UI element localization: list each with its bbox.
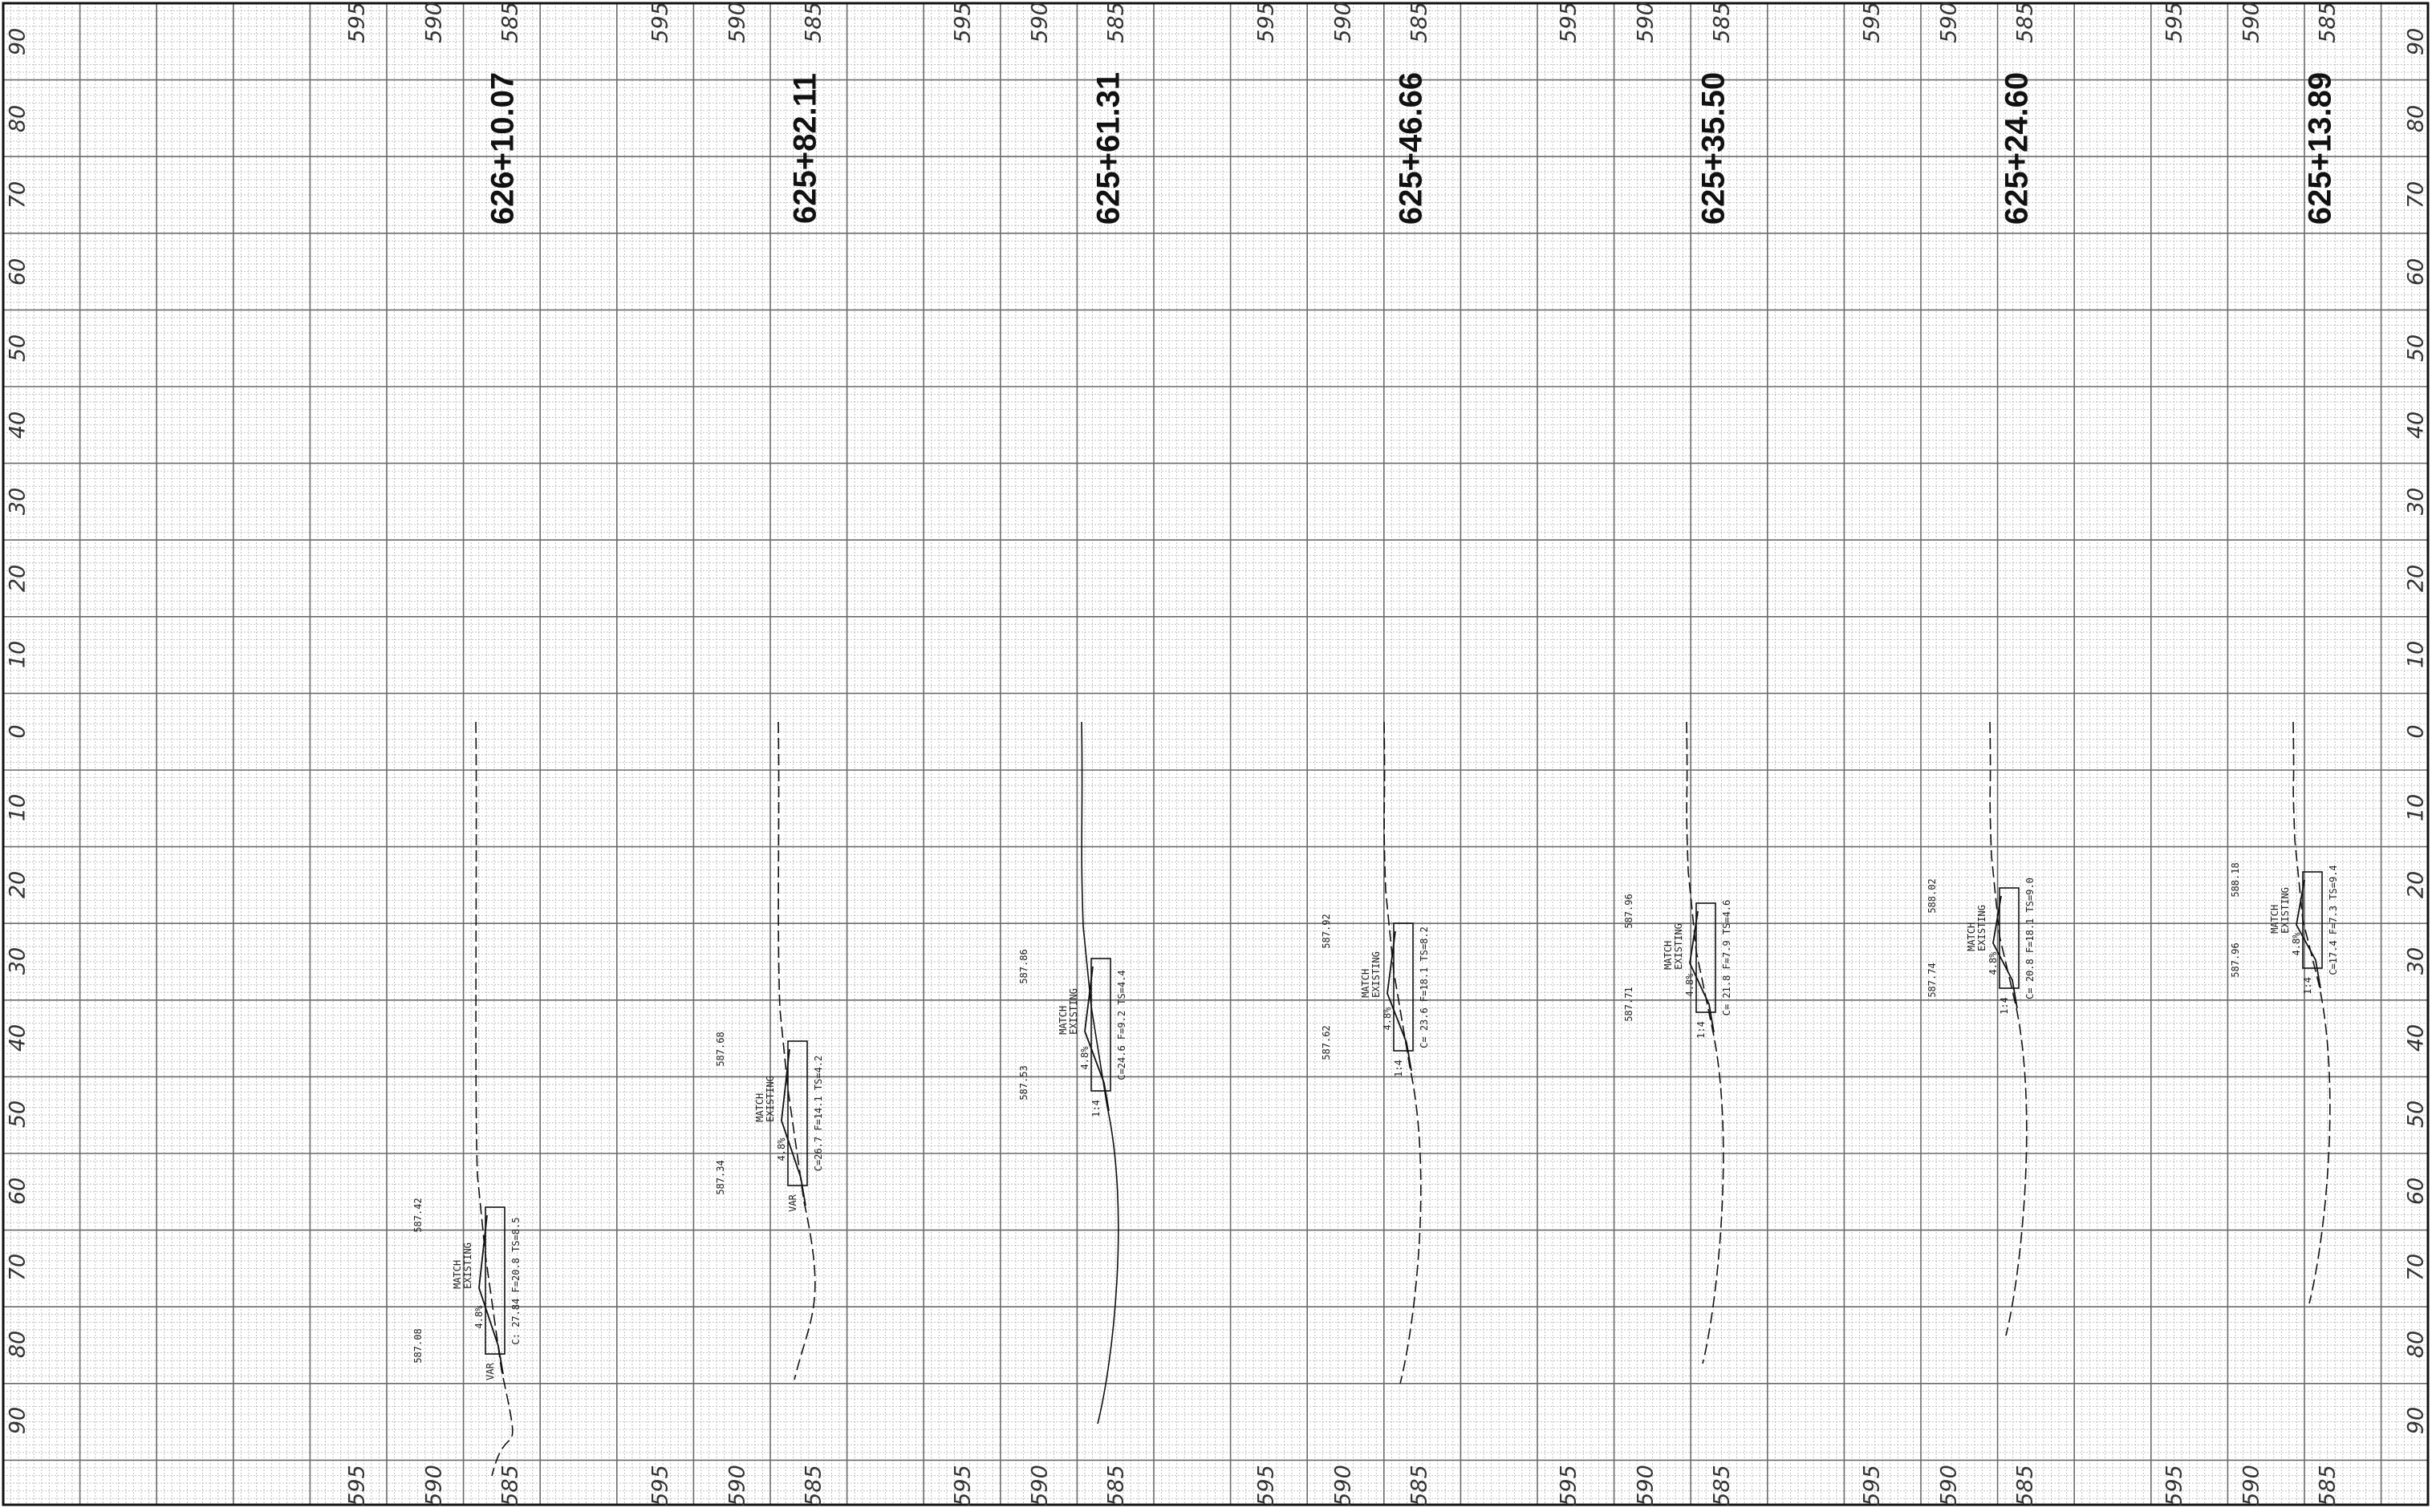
slope-note: 4.8% [1987, 951, 1999, 975]
proposed-grade-line [1387, 930, 1412, 1072]
side-slope-note: 1:4 [1090, 1100, 1102, 1117]
elevation-callout: 587.34 [715, 1160, 726, 1195]
elevation-callout: 587.08 [412, 1328, 424, 1364]
slope-note: 4.8% [1382, 1007, 1393, 1031]
cut-fill-note: C= 23.6 F=18.1 TS=8.2 [1419, 926, 1430, 1048]
roadway-template-box [485, 1206, 505, 1355]
match-existing-note: MATCH EXISTING [1058, 988, 1079, 1035]
slope-note: 4.8% [1684, 973, 1695, 997]
elevation-callout: 587.96 [2230, 942, 2241, 978]
elevation-callout: 587.42 [412, 1198, 424, 1233]
cut-fill-note: C=17.4 F=7.3 TS=9.4 [2328, 865, 2339, 975]
side-slope-note: 1:4 [1393, 1060, 1404, 1077]
proposed-grade-line [1689, 910, 1715, 1033]
elevation-callout: 587.68 [715, 1032, 726, 1067]
existing-ground-line [2292, 721, 2331, 1304]
elevation-callout: 587.62 [1321, 1025, 1332, 1060]
slope-note: 4.8% [776, 1137, 787, 1161]
elevation-callout: 587.86 [1018, 949, 1029, 984]
elevation-callout: 588.02 [1927, 878, 1938, 914]
cross-section-7 [2292, 721, 2331, 1304]
elevation-callout: 587.74 [1927, 963, 1938, 998]
match-existing-note: MATCH EXISTING [1360, 951, 1382, 998]
elevation-callout: 587.53 [1018, 1065, 1029, 1101]
existing-ground-line [1081, 721, 1119, 1425]
slope-note: 4.8% [2291, 932, 2302, 956]
roadway-template-box [1090, 958, 1111, 1092]
cut-fill-note: C= 20.8 F=18.1 TS=9.0 [2024, 877, 2036, 999]
slope-note: 4.8% [1079, 1046, 1090, 1070]
roadway-template-box [1393, 922, 1414, 1052]
cut-fill-note: C=24.6 F=9.2 TS=4.4 [1116, 969, 1127, 1080]
cross-section-4 [1383, 721, 1422, 1384]
roadway-template-box [787, 1040, 808, 1186]
proposed-grade-line [2296, 879, 2321, 989]
cross-section-5 [1686, 721, 1724, 1364]
existing-ground-line [778, 721, 816, 1380]
existing-ground-line [1989, 721, 2028, 1336]
roadway-template-box [2302, 871, 2323, 969]
side-slope-note: VAR [485, 1363, 496, 1380]
cross-section-1 [475, 721, 514, 1477]
side-slope-note: VAR [787, 1194, 798, 1212]
cross-section-2 [778, 721, 816, 1380]
elevation-callout: 588.18 [2230, 862, 2241, 898]
elevation-callout: 587.96 [1623, 894, 1634, 929]
side-slope-note: 1:4 [1695, 1021, 1707, 1039]
side-slope-note: 1:4 [1999, 997, 2010, 1015]
roadway-template-box [1695, 902, 1716, 1013]
proposed-grade-line [781, 1048, 806, 1206]
cut-fill-note: C= 21.8 F=7.9 TS=4.6 [1721, 899, 1732, 1016]
existing-ground-line [1383, 721, 1422, 1384]
match-existing-note: MATCH EXISTING [754, 1076, 776, 1122]
elevation-callout: 587.92 [1321, 914, 1332, 949]
proposed-grade-line [1084, 966, 1110, 1112]
cut-fill-note: C=26.7 F=14.1 TS=4.2 [813, 1055, 824, 1172]
match-existing-note: MATCH EXISTING [1966, 905, 1987, 951]
existing-ground-line [475, 721, 514, 1477]
proposed-grade-line [478, 1214, 504, 1375]
cross-section-6 [1989, 721, 2028, 1336]
existing-ground-line [1686, 721, 1724, 1364]
elevation-callout: 587.71 [1623, 987, 1634, 1022]
match-existing-note: MATCH EXISTING [452, 1242, 473, 1290]
roadway-template-box [1999, 887, 2020, 989]
side-slope-note: 1:4 [2302, 977, 2313, 995]
slope-note: 4.8% [473, 1305, 485, 1329]
cross-section-3 [1081, 721, 1119, 1425]
cut-fill-note: C: 27.84 F=20.8 TS=8.5 [510, 1217, 522, 1344]
proposed-grade-line [1992, 895, 2018, 1009]
match-existing-note: MATCH EXISTING [1663, 923, 1684, 971]
match-existing-note: MATCH EXISTING [2269, 887, 2291, 934]
